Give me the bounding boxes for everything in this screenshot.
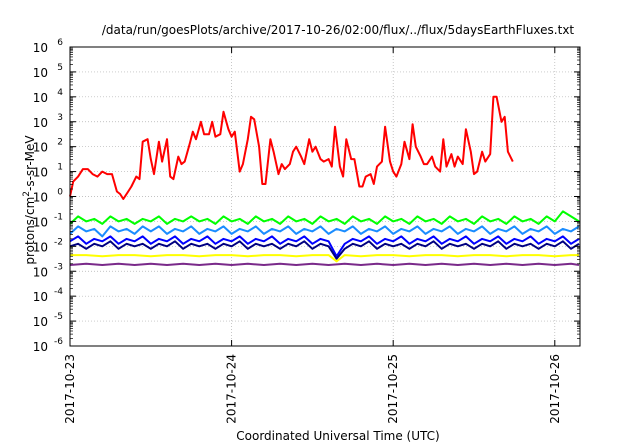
series-line bbox=[69, 235, 580, 258]
y-tick-label: 10 bbox=[33, 166, 48, 180]
y-tick-label: 10 bbox=[33, 265, 48, 279]
plot-frame bbox=[69, 46, 581, 347]
x-tick-label: 2017-10-24 bbox=[225, 354, 239, 424]
y-tick-exponent: -6 bbox=[54, 337, 63, 347]
y-tick-exponent: -2 bbox=[54, 237, 63, 247]
y-tick-label: 10 bbox=[33, 340, 48, 354]
y-tick-exponent: 5 bbox=[57, 63, 63, 73]
series-line bbox=[69, 95, 514, 200]
y-tick-label: 10 bbox=[33, 215, 48, 229]
y-tick-exponent: -5 bbox=[54, 312, 63, 322]
y-tick-exponent: 3 bbox=[57, 113, 63, 123]
y-tick-label: 10 bbox=[33, 116, 48, 130]
y-tick-label: 10 bbox=[33, 66, 48, 80]
x-tick-label: 2017-10-23 bbox=[63, 354, 77, 424]
y-tick-exponent: 1 bbox=[57, 163, 63, 173]
y-tick-exponent: -3 bbox=[54, 262, 63, 272]
x-axis-label: Coordinated Universal Time (UTC) bbox=[236, 429, 439, 443]
y-tick-label: 10 bbox=[33, 191, 48, 205]
series-line bbox=[69, 225, 580, 238]
y-tick-label: 10 bbox=[33, 290, 48, 304]
y-tick-exponent: 4 bbox=[57, 88, 63, 98]
x-tick-label: 2017-10-26 bbox=[548, 354, 562, 424]
y-tick-exponent: -1 bbox=[54, 212, 63, 222]
y-tick-label: 10 bbox=[33, 240, 48, 254]
series-line bbox=[69, 210, 580, 225]
series-layer bbox=[69, 95, 580, 266]
y-tick-label: 10 bbox=[33, 41, 48, 55]
x-tick-label: 2017-10-25 bbox=[386, 354, 400, 424]
grid-lines bbox=[70, 47, 580, 346]
y-tick-exponent: -4 bbox=[54, 287, 63, 297]
axis-ticks: 10 -610 -510 -410 -310 -210 -110 010 110 210 310 41… bbox=[33, 38, 580, 424]
y-tick-label: 10 bbox=[33, 91, 48, 105]
y-tick-exponent: 6 bbox=[57, 38, 63, 48]
y-tick-label: 10 bbox=[33, 141, 48, 155]
y-axis-label: protons/cm2-s-sr-MeV bbox=[22, 135, 37, 265]
y-tick-exponent: 2 bbox=[57, 138, 63, 148]
series-line bbox=[69, 262, 580, 266]
chart-title: /data/run/goesPlots/archive/2017-10-26/0… bbox=[102, 23, 575, 37]
series-line bbox=[69, 240, 580, 260]
series-line bbox=[70, 254, 579, 263]
y-tick-label: 10 bbox=[33, 315, 48, 329]
y-tick-exponent: 0 bbox=[57, 188, 63, 198]
